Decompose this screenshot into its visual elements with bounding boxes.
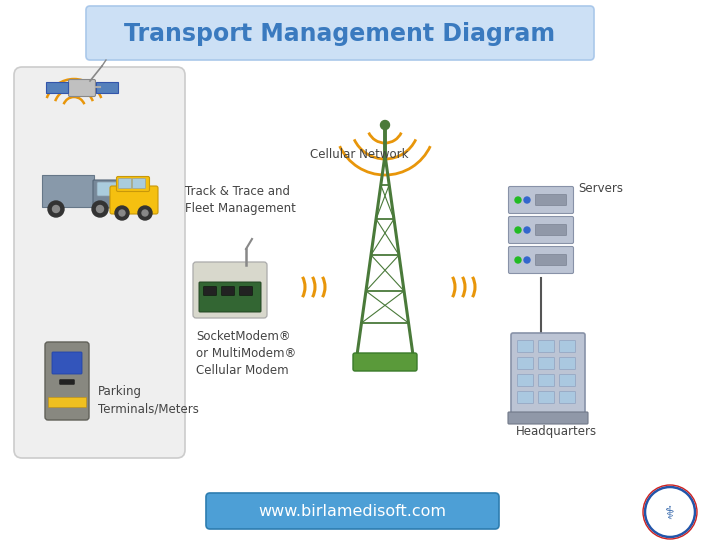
FancyBboxPatch shape	[222, 287, 235, 295]
Text: Servers: Servers	[578, 181, 623, 194]
FancyBboxPatch shape	[97, 182, 117, 196]
FancyBboxPatch shape	[536, 225, 567, 235]
Text: www.birlamedisoft.com: www.birlamedisoft.com	[258, 504, 446, 519]
FancyBboxPatch shape	[193, 262, 267, 318]
FancyBboxPatch shape	[204, 287, 217, 295]
FancyBboxPatch shape	[48, 397, 86, 407]
FancyBboxPatch shape	[559, 375, 575, 387]
Circle shape	[524, 257, 530, 263]
FancyBboxPatch shape	[539, 375, 554, 387]
FancyBboxPatch shape	[508, 186, 574, 213]
Text: Track & Trace and
Fleet Management: Track & Trace and Fleet Management	[185, 185, 296, 215]
FancyBboxPatch shape	[240, 287, 253, 295]
Circle shape	[96, 206, 104, 213]
FancyBboxPatch shape	[42, 175, 94, 207]
FancyBboxPatch shape	[68, 79, 96, 97]
FancyBboxPatch shape	[559, 341, 575, 353]
Circle shape	[524, 227, 530, 233]
FancyBboxPatch shape	[86, 6, 594, 60]
FancyBboxPatch shape	[117, 177, 150, 192]
FancyBboxPatch shape	[539, 357, 554, 369]
FancyBboxPatch shape	[536, 254, 567, 266]
Text: SocketModem®
or MultiModem®
Cellular Modem: SocketModem® or MultiModem® Cellular Mod…	[196, 330, 296, 377]
FancyBboxPatch shape	[52, 352, 82, 374]
FancyBboxPatch shape	[132, 179, 145, 188]
FancyBboxPatch shape	[60, 380, 74, 384]
FancyBboxPatch shape	[93, 180, 123, 208]
FancyBboxPatch shape	[559, 357, 575, 369]
FancyBboxPatch shape	[518, 375, 534, 387]
Text: Cellular Network: Cellular Network	[310, 148, 408, 161]
FancyBboxPatch shape	[96, 82, 118, 93]
Circle shape	[142, 210, 148, 216]
Circle shape	[515, 227, 521, 233]
Text: Headquarters: Headquarters	[516, 426, 597, 438]
FancyBboxPatch shape	[45, 342, 89, 420]
FancyBboxPatch shape	[508, 217, 574, 244]
Circle shape	[380, 120, 390, 130]
Circle shape	[92, 201, 108, 217]
Text: ⚕: ⚕	[665, 505, 675, 523]
Text: Transport Management Diagram: Transport Management Diagram	[125, 22, 556, 46]
FancyBboxPatch shape	[539, 341, 554, 353]
Circle shape	[515, 257, 521, 263]
Circle shape	[515, 197, 521, 203]
FancyBboxPatch shape	[508, 412, 588, 424]
FancyBboxPatch shape	[353, 353, 417, 371]
FancyBboxPatch shape	[119, 179, 132, 188]
FancyBboxPatch shape	[206, 493, 499, 529]
FancyBboxPatch shape	[508, 246, 574, 273]
Circle shape	[53, 206, 60, 213]
Circle shape	[48, 201, 64, 217]
FancyBboxPatch shape	[110, 186, 158, 214]
Circle shape	[115, 206, 129, 220]
FancyBboxPatch shape	[539, 392, 554, 403]
Circle shape	[138, 206, 152, 220]
FancyBboxPatch shape	[14, 67, 185, 458]
FancyBboxPatch shape	[46, 82, 68, 93]
FancyBboxPatch shape	[518, 341, 534, 353]
Circle shape	[119, 210, 125, 216]
FancyBboxPatch shape	[559, 392, 575, 403]
Circle shape	[645, 487, 695, 537]
FancyBboxPatch shape	[536, 194, 567, 206]
Circle shape	[524, 197, 530, 203]
FancyBboxPatch shape	[511, 333, 585, 417]
FancyBboxPatch shape	[199, 282, 261, 312]
Text: Parking
Terminals/Meters: Parking Terminals/Meters	[98, 385, 199, 415]
FancyBboxPatch shape	[518, 392, 534, 403]
FancyBboxPatch shape	[518, 357, 534, 369]
